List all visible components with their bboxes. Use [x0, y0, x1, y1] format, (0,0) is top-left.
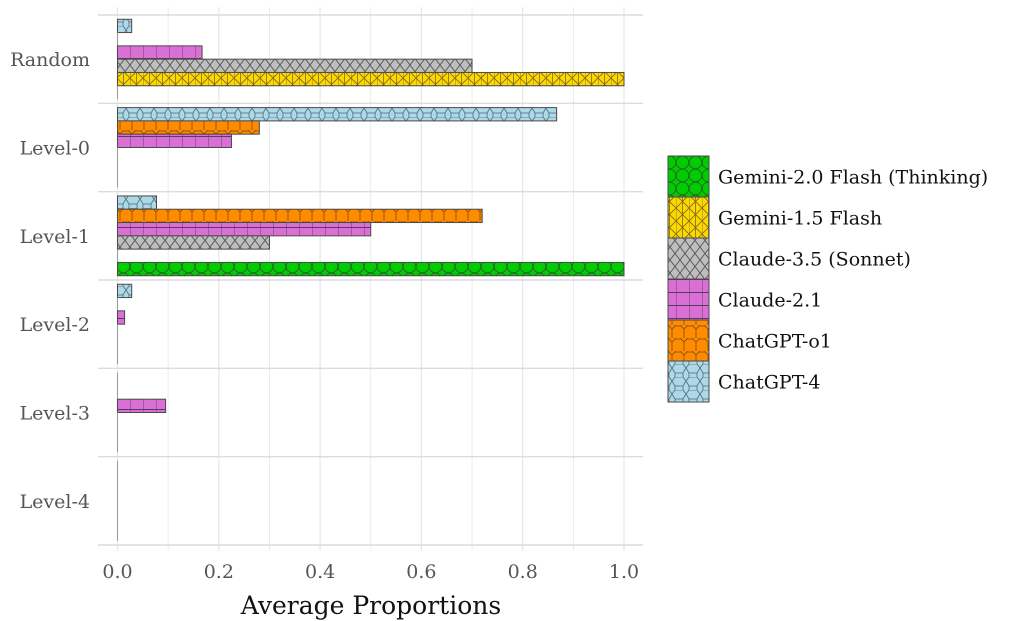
x-axis-title: Average Proportions: [240, 591, 501, 620]
y-tick-label: Level-3: [20, 403, 90, 425]
legend-swatch: [667, 278, 710, 321]
y-axis-tick-labels: Random Level-0 Level-1 Level-2 Level-3 Level-…: [10, 49, 90, 513]
x-tick-label: 0.6: [406, 561, 436, 583]
legend-item: Claude-3.5 (Sonnet): [667, 237, 911, 280]
legend-swatch: [667, 319, 710, 362]
y-tick-label: Level-0: [20, 138, 90, 160]
legend-label: Claude-3.5 (Sonnet): [718, 249, 911, 271]
bar-claude-2-1-level-0: [117, 133, 232, 148]
legend-swatch: [667, 155, 710, 198]
x-tick-label: 0.8: [508, 561, 538, 583]
bar-claude-2-1-random: [117, 45, 203, 60]
gridlines: [98, 7, 643, 551]
legend-label: Claude-2.1: [718, 290, 822, 312]
legend-item: Claude-2.1: [667, 278, 822, 321]
legend-swatch: [667, 237, 710, 280]
bar-gemini-1-5-flash-random: [117, 71, 625, 87]
bar-claude-2-1-level-1: [117, 222, 372, 237]
bars: [117, 18, 625, 541]
legend: Gemini-2.0 Flash (Thinking) Gemini-1.5 Fl…: [667, 155, 988, 403]
bar-claude-3-5-sonnet-level-1: [117, 235, 270, 250]
legend-item: Gemini-1.5 Flash: [667, 196, 882, 239]
legend-label: Gemini-1.5 Flash: [718, 208, 882, 230]
bar-chatgpt-4-level-0: [117, 107, 558, 122]
y-tick-label: Random: [10, 49, 90, 71]
legend-label: ChatGPT-4: [718, 372, 820, 394]
x-axis-tick-labels: 0.0 0.2 0.4 0.6 0.8 1.0: [102, 561, 639, 583]
x-tick-label: 0.0: [102, 561, 132, 583]
x-tick-label: 1.0: [609, 561, 639, 583]
y-tick-label: Level-4: [20, 491, 90, 513]
x-tick-label: 0.4: [305, 561, 335, 583]
bar-gemini-2-0-flash-thinking-level-1: [117, 261, 625, 277]
bar-chatgpt-4-level-2: [117, 283, 133, 299]
bar-chatgpt-o1-level-0: [117, 120, 260, 135]
bar-claude-2-1-level-3: [117, 398, 167, 414]
y-tick-label: Level-2: [20, 314, 90, 336]
bar-chatgpt-4-level-1: [117, 195, 158, 210]
legend-swatch: [667, 360, 710, 403]
bar-chatgpt-o1-level-1: [117, 208, 483, 224]
bar-claude-3-5-sonnet-random: [117, 58, 473, 73]
legend-label: Gemini-2.0 Flash (Thinking): [718, 167, 988, 189]
legend-label: ChatGPT-o1: [718, 331, 832, 353]
x-tick-label: 0.2: [204, 561, 234, 583]
legend-swatch: [667, 196, 710, 239]
legend-item: ChatGPT-o1: [667, 319, 832, 362]
bar-chatgpt-4-random: [117, 18, 133, 34]
y-tick-label: Level-1: [20, 226, 90, 248]
legend-item: Gemini-2.0 Flash (Thinking): [667, 155, 988, 198]
bar-claude-2-1-level-2: [117, 310, 126, 325]
legend-item: ChatGPT-4: [667, 360, 820, 403]
